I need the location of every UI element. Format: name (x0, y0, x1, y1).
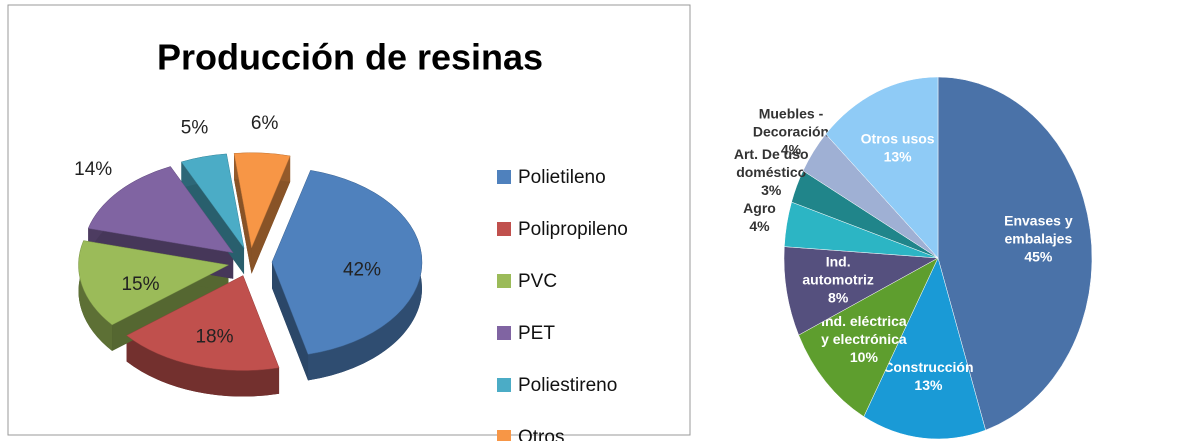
slice (78, 240, 230, 326)
legend-label: Poliestireno (518, 375, 617, 396)
legend-swatch (497, 170, 511, 184)
value-label: 3% (761, 182, 782, 198)
data-label: 18% (195, 327, 233, 348)
chart-title: Producción de resinas (157, 37, 543, 78)
data-label: Construcción 13% (883, 359, 973, 393)
value-label: 45% (1024, 248, 1053, 264)
legend-swatch (497, 222, 511, 236)
slice-side (126, 335, 280, 397)
slice-inner-side (271, 262, 309, 381)
category-label-line: doméstico (736, 164, 806, 180)
legend-label: PET (518, 323, 555, 344)
value-label: 4% (749, 218, 770, 234)
slice-inner-side (234, 153, 252, 274)
slice (180, 153, 245, 249)
data-label: 6% (251, 113, 279, 134)
category-label-line: Envases y (1004, 212, 1073, 228)
legend-label: Polietileno (518, 167, 606, 188)
category-label-line: Ind. eléctrica (821, 312, 907, 328)
value-label: 10% (850, 348, 879, 364)
data-label: Ind. automotriz 8% (802, 253, 874, 305)
data-label: Muebles - Decoración 4% (753, 105, 829, 157)
category-label-line: Decoración (753, 123, 829, 139)
data-label: 42% (343, 260, 381, 281)
slice (863, 257, 986, 440)
data-label: 15% (121, 274, 159, 295)
category-label-line: automotriz (802, 271, 874, 287)
value-label: 13% (884, 148, 913, 164)
data-label: Art. De uso doméstico 3% (734, 146, 809, 198)
legend-label: Polipropileno (518, 219, 628, 240)
slice (798, 257, 939, 417)
data-label: Agro 4% (743, 200, 776, 234)
value-label: 4% (781, 141, 802, 157)
legend-swatch (497, 430, 511, 441)
category-label-line: embalajes (1005, 230, 1073, 246)
slice-inner-side (251, 155, 291, 274)
slice (87, 166, 234, 254)
slice (825, 76, 939, 259)
slice (937, 76, 1093, 431)
legend-label: Otros (518, 427, 564, 441)
legend-swatch (497, 274, 511, 288)
data-label: Otros usos 13% (861, 130, 935, 164)
legend-swatch (497, 378, 511, 392)
slice (233, 152, 291, 249)
category-label-line: Art. De uso (734, 146, 809, 162)
data-label: 5% (181, 118, 209, 139)
legend-swatch (497, 326, 511, 340)
category-label-line: Construcción (883, 359, 973, 375)
slice (783, 246, 939, 336)
value-label: 13% (914, 377, 943, 393)
legend-label: PVC (518, 271, 557, 292)
slice (126, 275, 280, 371)
category-label-line: Agro (743, 200, 776, 216)
category-label-line: Ind. (826, 253, 851, 269)
data-label: 14% (74, 159, 112, 180)
category-label-line: Otros usos (861, 130, 935, 146)
value-label: 8% (828, 289, 849, 305)
data-label: Ind. eléctrica y electrónica 10% (821, 312, 907, 364)
slice (271, 170, 423, 355)
category-label-line: Muebles - (759, 105, 824, 121)
category-label-line: y electrónica (821, 330, 907, 346)
slice-side (78, 240, 113, 351)
data-label: Envases y embalajes 45% (1004, 212, 1073, 264)
